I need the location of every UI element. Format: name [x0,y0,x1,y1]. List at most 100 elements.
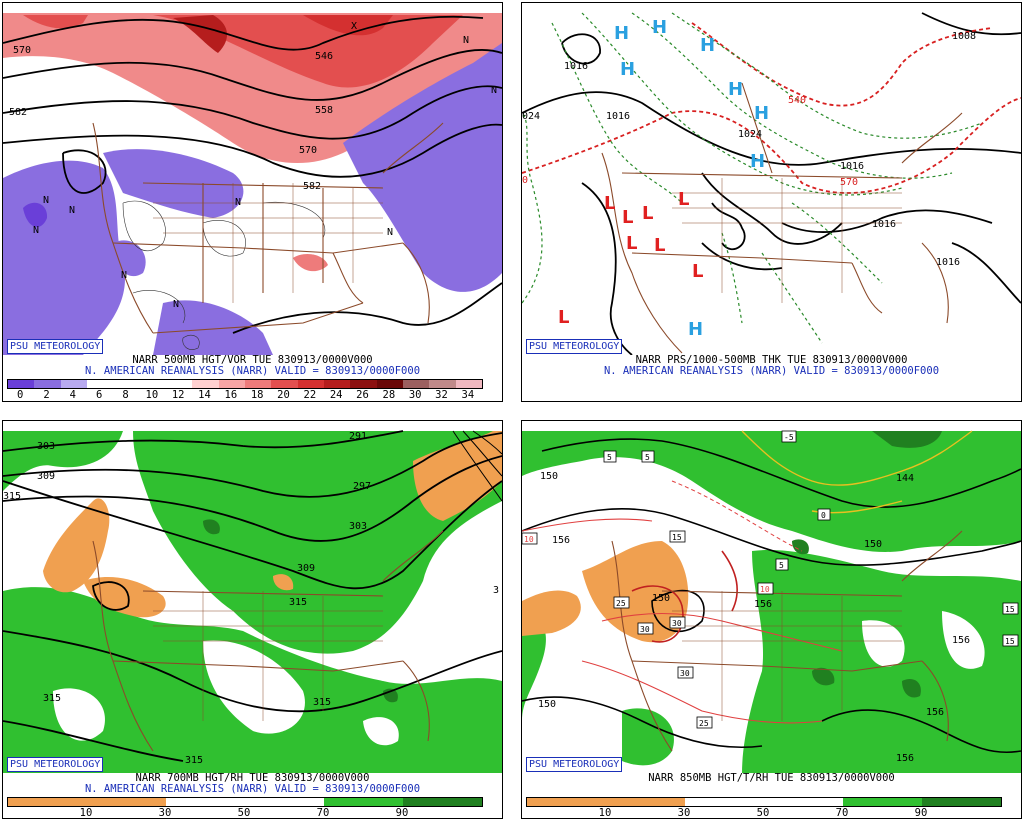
contour-label: 156 [552,535,570,546]
colorbar-tick-label: 14 [198,389,211,401]
colorbar-tick-label: 30 [158,807,172,819]
credit-label: PSU METEOROLOGY [526,339,623,354]
contour-label: 156 [926,707,944,718]
colorbar-swatch [192,380,219,388]
colorbar-swatch [87,798,166,806]
low-pressure-marker: L [678,189,689,210]
contour-label: 582 [9,107,27,118]
contour-labels-700mb: 303 291 309 315 297 303 309 315 315 315 … [3,431,499,766]
colorbar-swatch [402,380,430,388]
vorticity-min-marker: N [121,270,127,281]
contour-label: 315 [313,697,331,708]
contour-label: 570 [13,45,31,56]
contour-label: 315 [289,597,307,608]
colorbar-swatch [323,380,351,388]
temp-label: -5 [784,433,794,442]
vorticity-min-marker: N [387,227,393,238]
panel-surface-pressure-thickness: 1016 024 1016 1024 1016 1016 1016 1008 5… [521,2,1022,402]
colorbar-swatch [166,798,245,806]
colorbar-swatch [403,798,482,806]
colorbar-tick-label: 30 [408,389,422,401]
colorbar-swatch [165,380,193,388]
temp-label: 25 [616,599,626,608]
contour-label: 291 [349,431,367,442]
vorticity-min-marker: N [463,35,469,46]
temp-label: 30 [680,669,690,678]
colorbar-tick-label: 20 [277,389,290,401]
temp-label: 0 [821,511,826,520]
colorbar-tick-label: 10 [79,807,93,819]
contour-label: 156 [896,753,914,764]
low-pressure-marker: L [642,203,653,224]
colorbar-swatch [764,798,843,806]
panel-700mb-height-rh: 303 291 309 315 297 303 309 315 315 315 … [2,420,503,819]
colorbar-swatch [685,798,764,806]
colorbar-swatch [8,380,35,388]
low-pressure-marker: L [692,261,703,282]
contour-label: 150 [864,539,882,550]
vorticity-min-marker: N [173,299,179,310]
contour-label: 156 [754,599,772,610]
isobar-label: 1016 [606,111,630,122]
colorbar-swatch [245,798,324,806]
high-pressure-marker: H [728,79,743,100]
temp-label: 30 [672,619,682,628]
colorbar-vorticity [7,379,483,389]
colorbar-rh [526,797,1002,807]
vorticity-min-marker: N [43,195,49,206]
colorbar-tick-label: 50 [756,807,770,819]
contour-label: 582 [303,181,321,192]
isobar-label: 024 [522,111,540,122]
temp-label: 25 [699,719,709,728]
colorbar-tick-label: 24 [329,389,343,401]
colorbar-swatch [324,798,403,806]
temperature-labels-850mb: -5 5 5 15 5 10 10 25 30 30 30 25 15 15 0 [522,430,1019,729]
temp-label: 5 [607,453,612,462]
contour-label: 303 [349,521,367,532]
temp-label: 15 [1005,605,1015,614]
contour-label: 558 [315,105,333,116]
colorbar-swatch [218,380,245,388]
contour-label: 144 [896,473,914,484]
vorticity-min-marker: N [69,205,75,216]
map-850mb [522,421,1021,773]
colorbar-swatch [139,380,166,388]
colorbar-tick-label: 0 [16,389,24,401]
isobar-label: 1024 [738,129,762,140]
credit-label: PSU METEOROLOGY [7,757,104,772]
vorticity-min-marker: N [235,197,241,208]
colorbar-tick-label: 70 [316,807,330,819]
map-500mb [3,3,502,355]
contour-label: 150 [538,699,556,710]
temp-label: 15 [672,533,682,542]
high-pressure-marker: H [700,35,715,56]
colorbar-tick-label: 50 [237,807,251,819]
colorbar-tick-label: 18 [250,389,264,401]
temp-label: 10 [760,585,770,594]
colorbar-swatch [60,380,87,388]
temp-label: 5 [779,561,784,570]
low-pressure-marker: L [604,193,615,214]
contour-label: 303 [37,441,55,452]
colorbar-tick-label: 34 [461,389,475,401]
colorbar-tick-label: 10 [598,807,612,819]
colorbar-tick-label: 12 [171,389,185,401]
caption-line-2: N. AMERICAN REANALYSIS (NARR) VALID = 83… [84,365,421,377]
contour-label: 546 [315,51,333,62]
isobar-label: 1016 [936,257,960,268]
caption-line-1: NARR 500MB HGT/VOR TUE 830913/0000V000 [132,354,373,366]
low-pressure-marker: L [558,307,569,328]
contour-label: 315 [3,491,21,502]
colorbar-tick-label: 90 [395,807,409,819]
colorbar-swatch [455,380,482,388]
colorbar-swatch [376,380,403,388]
high-pressure-marker: H [614,23,629,44]
colorbar-tick-label: 26 [356,389,369,401]
colorbar-tick-label: 28 [382,389,396,401]
credit-label: PSU METEOROLOGY [526,757,623,772]
temp-label: 15 [1005,637,1015,646]
contour-label: 315 [43,693,61,704]
colorbar-swatch [922,798,1001,806]
contour-labels-500mb: 570 546 582 558 570 582 N N N N N N N N … [9,21,497,310]
caption-line-1: NARR 700MB HGT/RH TUE 830913/0000V000 [135,772,370,784]
